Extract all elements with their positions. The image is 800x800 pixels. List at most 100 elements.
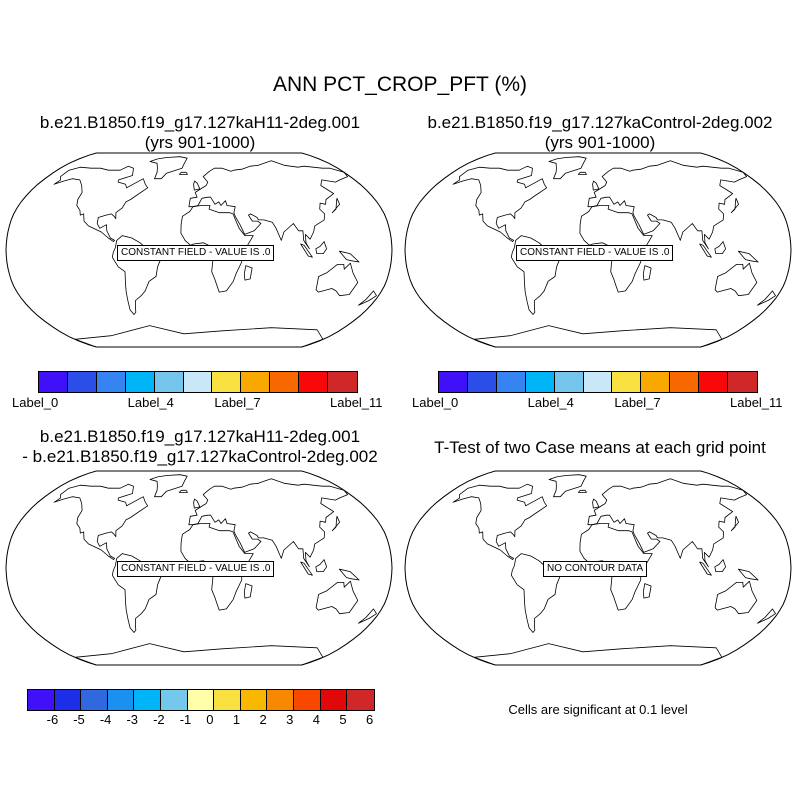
panel-4-title: T-Test of two Case means at each grid po… — [400, 438, 800, 458]
colorbar-swatch — [267, 690, 295, 710]
iceland-outline — [178, 489, 188, 493]
colorbar-swatch — [39, 372, 68, 392]
colorbar-tick-label: Label_7 — [614, 395, 661, 410]
colorbar-tick-label: -6 — [46, 712, 59, 727]
madagascar-outline — [642, 265, 652, 281]
colorbar-swatch — [28, 690, 55, 710]
colorbar-swatch — [525, 372, 555, 392]
north-america-outline — [452, 165, 548, 242]
africa-outline — [180, 205, 254, 293]
iceland-outline — [577, 171, 587, 175]
colorbar-tick-label: Label_7 — [214, 395, 261, 410]
colorbar-swatch — [612, 372, 642, 392]
colorbar-swatch — [583, 372, 613, 392]
colorbar-swatch — [67, 372, 97, 392]
figure-title: ANN PCT_CROP_PFT (%) — [273, 73, 527, 96]
new-zealand-outline — [757, 608, 776, 624]
greenland-outline — [548, 156, 587, 180]
japan-outline — [730, 197, 739, 214]
north-america-outline — [452, 483, 548, 560]
colorbar-tick-label: Label_4 — [127, 395, 174, 410]
sumatra-outline — [699, 243, 712, 258]
colorbar-tick-label: Label_11 — [330, 395, 383, 410]
colorbar-tick-label: 5 — [339, 712, 347, 727]
colorbar-tick-label: 0 — [206, 712, 214, 727]
colorbar-tick-label: 3 — [286, 712, 294, 727]
new-guinea-outline — [339, 568, 360, 581]
antarctica-outline — [74, 643, 324, 666]
colorbar-tick-label: 6 — [366, 712, 374, 727]
panel-3-title: b.e21.B1850.f19_g17.127kaH11-2deg.001 - … — [0, 427, 400, 467]
colorbar-swatch — [294, 690, 321, 710]
panel-2-title-line1: b.e21.B1850.f19_g17.127kaControl-2deg.00… — [427, 113, 773, 132]
colorbar-swatch — [54, 690, 82, 710]
panel-2-field-label: CONSTANT FIELD - VALUE IS .0 — [516, 245, 674, 261]
new-guinea-outline — [738, 250, 759, 263]
borneo-outline — [315, 241, 327, 254]
colorbar-swatch — [641, 372, 671, 392]
new-zealand-outline — [358, 290, 377, 306]
panel-4-map — [404, 470, 792, 666]
colorbar-swatch — [670, 372, 700, 392]
panel-1-title-line2: (yrs 901-1000) — [144, 133, 256, 152]
uk-outline — [193, 180, 201, 191]
colorbar-swatch — [270, 372, 300, 392]
eurasia-outline — [188, 160, 348, 250]
map-boundary — [404, 470, 792, 666]
panel-1-field-label: CONSTANT FIELD - VALUE IS .0 — [117, 245, 275, 261]
japan-outline — [730, 515, 739, 532]
colorbar-swatch — [154, 372, 184, 392]
antarctica-outline — [473, 325, 723, 348]
colorbar-swatch — [328, 372, 357, 392]
colorbar-swatch — [125, 372, 155, 392]
japan-outline — [331, 197, 340, 214]
africa-outline — [579, 205, 653, 293]
colorbar-tick-label: Label_11 — [730, 395, 783, 410]
significance-note: Cells are significant at 0.1 level — [508, 702, 688, 717]
colorbar-tick-label: 4 — [312, 712, 320, 727]
colorbar-swatch — [496, 372, 526, 392]
map-boundary — [404, 152, 792, 348]
colorbar-swatch — [320, 690, 348, 710]
colorbar-tick-label: -3 — [126, 712, 139, 727]
panel-3-title-line1: b.e21.B1850.f19_g17.127kaH11-2deg.001 — [39, 427, 361, 446]
panel-3-map — [5, 470, 393, 666]
new-zealand-outline — [757, 290, 776, 306]
colorbar-swatch — [212, 372, 242, 392]
sumatra-outline — [699, 561, 712, 576]
uk-outline — [592, 180, 600, 191]
colorbar-3 — [27, 689, 375, 711]
new-guinea-outline — [738, 568, 759, 581]
australia-outline — [315, 580, 359, 615]
greenland-outline — [149, 156, 188, 180]
colorbar-swatch — [161, 690, 188, 710]
antarctica-outline — [473, 643, 723, 666]
map-boundary — [5, 152, 393, 348]
colorbar-swatch — [241, 372, 271, 392]
colorbar-swatch — [81, 690, 108, 710]
panel-2-title-line2: (yrs 901-1000) — [544, 133, 656, 152]
colorbar-tick-label: 2 — [259, 712, 267, 727]
colorbar-swatch — [467, 372, 497, 392]
madagascar-outline — [243, 583, 253, 599]
eurasia-outline — [587, 478, 747, 568]
colorbar-2 — [438, 371, 758, 393]
panel-2-title: b.e21.B1850.f19_g17.127kaControl-2deg.00… — [400, 113, 800, 153]
japan-outline — [331, 515, 340, 532]
panel-3-field-label: CONSTANT FIELD - VALUE IS .0 — [117, 561, 275, 577]
eurasia-outline — [587, 160, 747, 250]
borneo-outline — [714, 559, 726, 572]
colorbar-swatch — [187, 690, 215, 710]
eurasia-outline — [188, 478, 348, 568]
colorbar-swatch — [439, 372, 468, 392]
colorbar-swatch — [728, 372, 757, 392]
colorbar-swatch — [96, 372, 126, 392]
greenland-outline — [548, 474, 587, 498]
colorbar-tick-label: -5 — [73, 712, 85, 727]
map-boundary — [5, 470, 393, 666]
sumatra-outline — [300, 243, 313, 258]
colorbar-tick-label: Label_0 — [12, 395, 59, 410]
panel-4-title-line1: T-Test of two Case means at each grid po… — [434, 438, 766, 457]
colorbar-swatch — [183, 372, 213, 392]
colorbar-swatch — [299, 372, 329, 392]
